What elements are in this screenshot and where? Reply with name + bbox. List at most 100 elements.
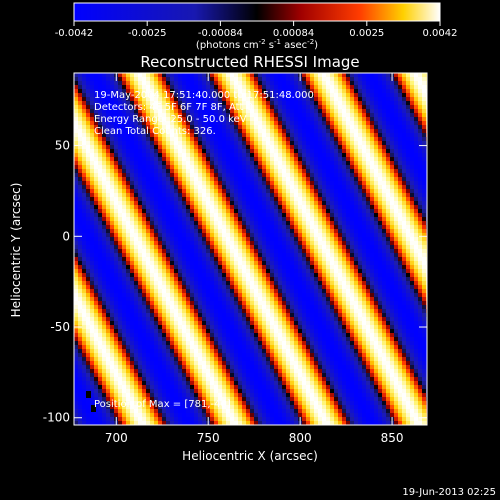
heatmap-cell [318,201,322,205]
heatmap-cell [78,173,82,177]
heatmap-cell [334,177,338,181]
heatmap-cell [330,129,334,133]
heatmap-cell [354,165,358,169]
heatmap-cell [170,181,174,185]
heatmap-cell [202,293,206,297]
heatmap-cell [198,145,202,149]
heatmap-cell [306,229,310,233]
heatmap-cell [410,109,414,113]
heatmap-cell [362,265,366,269]
heatmap-cell [326,261,330,265]
heatmap-cell [294,93,298,97]
heatmap-cell [350,261,354,265]
heatmap-cell [238,157,242,161]
heatmap-cell [394,197,398,201]
heatmap-cell [298,181,302,185]
heatmap-cell [202,217,206,221]
heatmap-cell [170,221,174,225]
heatmap-cell [206,129,210,133]
heatmap-cell [86,209,90,213]
heatmap-cell [150,261,154,265]
heatmap-cell [282,257,286,261]
heatmap-cell [230,177,234,181]
heatmap-cell [126,221,130,225]
heatmap-cell [318,81,322,85]
heatmap-cell [326,137,330,141]
heatmap-cell [278,129,282,133]
heatmap-cell [402,165,406,169]
heatmap-cell [206,149,210,153]
heatmap-cell [302,121,306,125]
heatmap-cell [410,269,414,273]
heatmap-cell [182,245,186,249]
heatmap-cell [114,85,118,89]
heatmap-cell [150,233,154,237]
heatmap-cell [266,113,270,117]
heatmap-cell [298,253,302,257]
heatmap-cell [262,285,266,289]
heatmap-cell [234,141,238,145]
heatmap-cell [366,265,370,269]
heatmap-cell [322,129,326,133]
heatmap-cell [238,237,242,241]
heatmap-cell [186,121,190,125]
heatmap-cell [90,221,94,225]
heatmap-cell [402,73,406,77]
heatmap-cell [270,225,274,229]
heatmap-cell [302,149,306,153]
heatmap-cell [154,173,158,177]
heatmap-cell [330,293,334,297]
heatmap-cell [366,165,370,169]
heatmap-cell [362,233,366,237]
heatmap-cell [130,237,134,241]
heatmap-cell [286,197,290,201]
heatmap-cell [178,133,182,137]
heatmap-cell [366,245,370,249]
heatmap-cell [122,269,126,273]
heatmap-cell [254,273,258,277]
heatmap-cell [78,277,82,281]
heatmap-cell [418,77,422,81]
heatmap-cell [394,161,398,165]
heatmap-cell [286,145,290,149]
heatmap-cell [302,241,306,245]
heatmap-cell [190,85,194,89]
heatmap-cell [254,161,258,165]
heatmap-cell [146,229,150,233]
heatmap-cell [418,285,422,289]
heatmap-cell [366,105,370,109]
heatmap-cell [338,161,342,165]
heatmap-cell [258,105,262,109]
heatmap-cell [286,185,290,189]
heatmap-cell [410,89,414,93]
heatmap-cell [274,81,278,85]
heatmap-cell [382,213,386,217]
heatmap-cell [358,293,362,297]
heatmap-cell [90,289,94,293]
heatmap-cell [102,93,106,97]
heatmap-cell [278,217,282,221]
heatmap-cell [314,169,318,173]
heatmap-cell [386,157,390,161]
heatmap-cell [298,173,302,177]
heatmap-cell [406,269,410,273]
heatmap-cell [178,237,182,241]
heatmap-cell [322,193,326,197]
heatmap-cell [178,121,182,125]
heatmap-cell [230,201,234,205]
heatmap-cell [94,153,98,157]
heatmap-cell [390,157,394,161]
heatmap-cell [226,153,230,157]
heatmap-cell [110,221,114,225]
heatmap-cell [142,89,146,93]
heatmap-cell [206,89,210,93]
heatmap-cell [122,225,126,229]
heatmap-cell [294,197,298,201]
heatmap-cell [274,77,278,81]
heatmap-cell [382,145,386,149]
heatmap-cell [274,113,278,117]
heatmap-cell [330,285,334,289]
heatmap-cell [234,241,238,245]
heatmap-cell [278,133,282,137]
heatmap-cell [350,221,354,225]
